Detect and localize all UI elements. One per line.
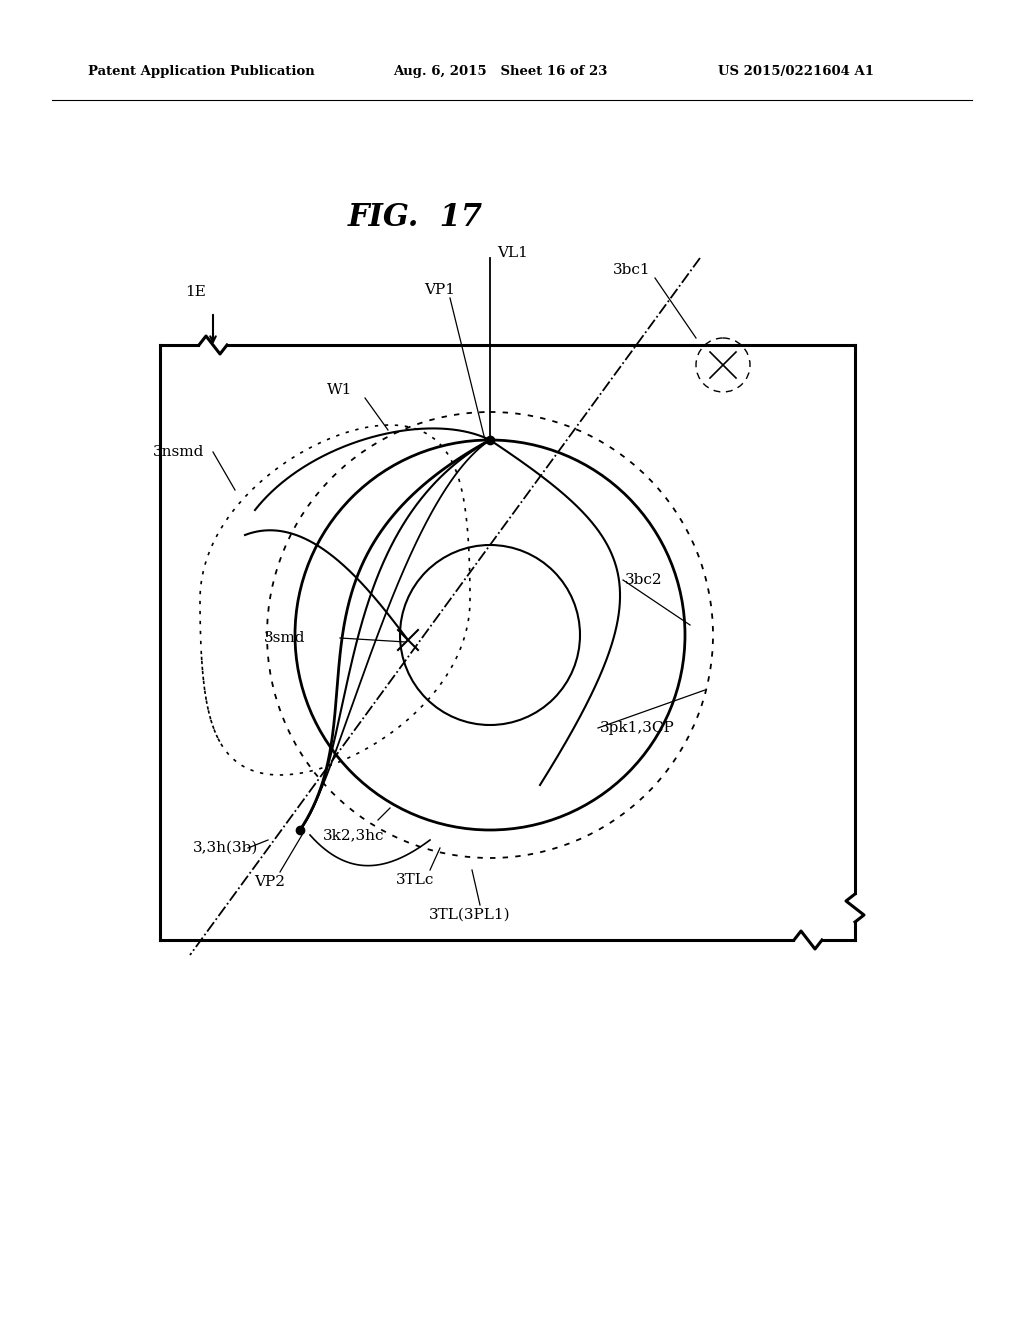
Text: W1: W1 [327,383,352,397]
Text: VP2: VP2 [255,875,286,888]
Text: 1E: 1E [185,285,206,300]
Text: 3,3h(3b): 3,3h(3b) [193,841,258,855]
Text: 3pk1,3CP: 3pk1,3CP [600,721,675,735]
Text: Aug. 6, 2015   Sheet 16 of 23: Aug. 6, 2015 Sheet 16 of 23 [393,66,607,78]
Text: VP1: VP1 [425,282,456,297]
Text: 3k2,3hc: 3k2,3hc [323,828,384,842]
Text: FIG.  17: FIG. 17 [347,202,482,234]
Text: VL1: VL1 [497,246,528,260]
Text: Patent Application Publication: Patent Application Publication [88,66,314,78]
Text: US 2015/0221604 A1: US 2015/0221604 A1 [718,66,874,78]
Text: 3nsmd: 3nsmd [153,445,205,459]
Text: 3bc1: 3bc1 [613,263,650,277]
Text: 3bc2: 3bc2 [625,573,663,587]
Text: 3TL(3PL1): 3TL(3PL1) [429,908,511,921]
Text: 3TLc: 3TLc [396,873,434,887]
Text: 3smd: 3smd [263,631,305,645]
